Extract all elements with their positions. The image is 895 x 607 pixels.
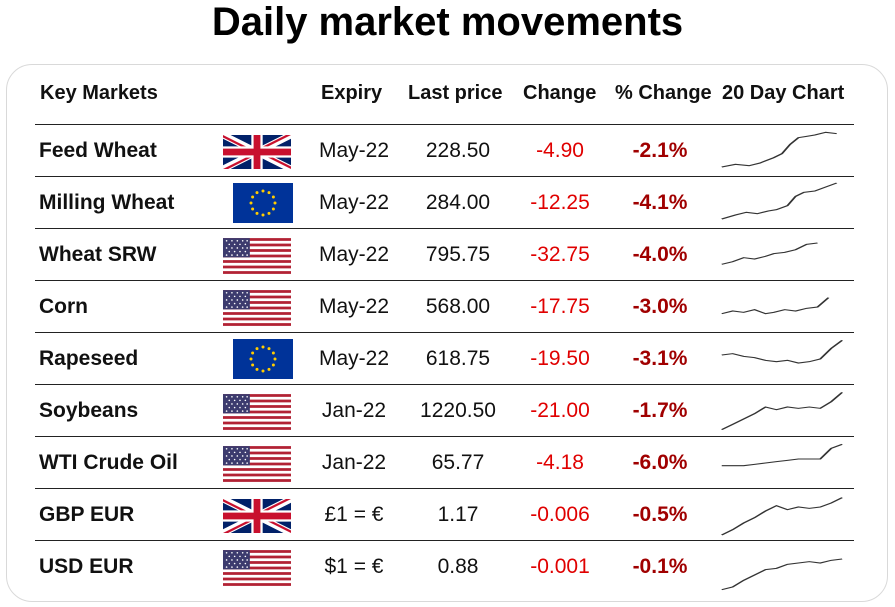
header-pct-change: % Change [615, 82, 712, 104]
change-value: -32.75 [530, 243, 590, 266]
us-flag-icon [223, 445, 291, 483]
pct-change-value: -3.0% [632, 295, 688, 318]
header-key-markets: Key Markets [40, 82, 158, 104]
last-price-value: 795.75 [425, 243, 491, 266]
uk-flag-icon [223, 497, 291, 535]
page-title: Daily market movements [211, 0, 684, 44]
market-row: USD EUR $1 = € 0.88 -0.001 -0.1% [35, 540, 854, 592]
change-value: -17.75 [530, 295, 590, 318]
uk-flag-icon [223, 133, 291, 171]
expiry-value: £1 = € [324, 503, 384, 526]
pct-change-value: -0.1% [632, 555, 688, 578]
change-value: -12.25 [530, 191, 590, 214]
expiry-value: May-22 [318, 295, 390, 318]
market-name: USD EUR [39, 555, 134, 578]
last-price-value: 1220.50 [420, 399, 496, 422]
last-price-value: 228.50 [425, 139, 491, 162]
header-last-price: Last price [408, 82, 503, 104]
last-price-value: 284.00 [425, 191, 491, 214]
market-name: Wheat SRW [39, 243, 157, 266]
sparkline-series [721, 131, 837, 168]
market-row: Feed Wheat May-22 228.50 -4.90 -2.1% [35, 124, 854, 176]
market-name: GBP EUR [39, 503, 135, 526]
change-value: -4.18 [536, 451, 584, 474]
sparkline-chart [721, 340, 844, 364]
market-name: Rapeseed [39, 347, 139, 370]
market-row: Milling Wheat May-22 284.00 -12.25 -4.1% [35, 176, 854, 228]
last-price-value: 618.75 [425, 347, 491, 370]
sparkline-chart [721, 443, 843, 467]
markets-card [6, 64, 888, 602]
change-value: -4.90 [536, 139, 584, 162]
header-expiry: Expiry [321, 82, 383, 104]
pct-change-value: -0.5% [632, 503, 688, 526]
market-row: WTI Crude Oil Jan-22 65.77 -4.18 -6.0% [35, 436, 854, 488]
sparkline-chart [720, 392, 844, 431]
market-name: Feed Wheat [39, 139, 157, 162]
expiry-value: May-22 [318, 191, 390, 214]
eu-flag-icon [233, 183, 293, 223]
pct-change-value: -2.1% [632, 139, 688, 162]
market-row: Soybeans Jan-22 1220.50 -21.00 -1.7% [35, 384, 854, 436]
sparkline-series [721, 443, 843, 467]
us-flag-icon [223, 289, 291, 327]
sparkline-series [721, 340, 844, 364]
sparkline-series [721, 297, 830, 315]
sparkline-chart [720, 497, 843, 536]
market-name: Soybeans [39, 399, 139, 422]
expiry-value: May-22 [318, 347, 390, 370]
sparkline-chart [721, 297, 830, 315]
us-flag-icon [223, 549, 291, 587]
last-price-value: 65.77 [431, 451, 485, 474]
sparkline-series [721, 182, 838, 220]
pct-change-value: -6.0% [632, 451, 688, 474]
last-price-value: 1.17 [437, 503, 479, 526]
sparkline-series [721, 242, 818, 265]
market-row: Wheat SRW May-22 795.75 -32.75 -4.0% [35, 228, 854, 280]
sparkline-chart [721, 242, 818, 265]
change-value: -21.00 [530, 399, 590, 422]
market-row: Corn May-22 568.00 -17.75 -3.0% [35, 280, 854, 332]
sparkline-chart [721, 182, 838, 220]
header-20-day-chart: 20 Day Chart [722, 82, 845, 104]
market-name: Corn [39, 295, 88, 318]
sparkline-chart [721, 558, 843, 591]
last-price-value: 0.88 [437, 555, 479, 578]
expiry-value: Jan-22 [321, 399, 387, 422]
change-value: -19.50 [530, 347, 590, 370]
eu-flag-icon [233, 339, 293, 379]
market-name: Milling Wheat [39, 191, 175, 214]
change-value: -0.001 [530, 555, 590, 578]
pct-change-value: -4.1% [632, 191, 688, 214]
expiry-value: May-22 [318, 139, 390, 162]
pct-change-value: -4.0% [632, 243, 688, 266]
pct-change-value: -3.1% [632, 347, 688, 370]
sparkline-series [720, 392, 844, 431]
expiry-value: $1 = € [324, 555, 384, 578]
header-change: Change [523, 82, 597, 104]
sparkline-series [721, 558, 843, 591]
sparkline-series [720, 497, 843, 536]
market-row: Rapeseed May-22 618.75 -19.50 -3.1% [35, 332, 854, 384]
us-flag-icon [223, 237, 291, 275]
us-flag-icon [223, 393, 291, 431]
sparkline-chart [721, 131, 837, 168]
change-value: -0.006 [530, 503, 590, 526]
expiry-value: Jan-22 [321, 451, 387, 474]
pct-change-value: -1.7% [632, 399, 688, 422]
last-price-value: 568.00 [425, 295, 491, 318]
market-name: WTI Crude Oil [39, 451, 178, 474]
expiry-value: May-22 [318, 243, 390, 266]
market-row: GBP EUR £1 = € 1.17 -0.006 -0.5% [35, 488, 854, 540]
